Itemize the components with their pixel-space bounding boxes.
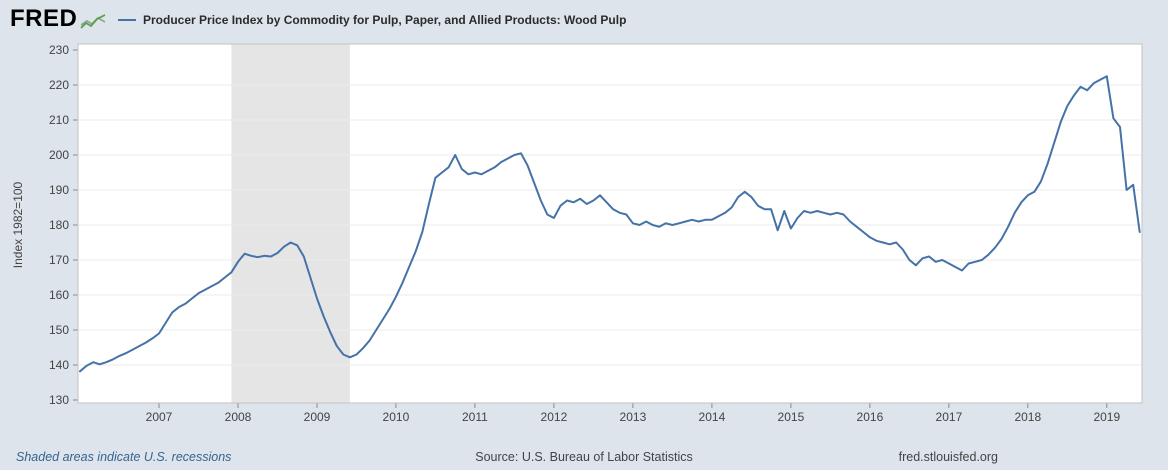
- y-tick-label: 180: [49, 218, 69, 232]
- recession-band: [231, 44, 350, 403]
- x-tick-label: 2011: [462, 410, 488, 424]
- recession-note: Shaded areas indicate U.S. recessions: [16, 450, 232, 464]
- x-tick-label: 2010: [383, 410, 410, 424]
- x-tick-label: 2017: [936, 410, 963, 424]
- x-tick-label: 2008: [225, 410, 252, 424]
- x-tick-label: 2018: [1014, 410, 1041, 424]
- y-tick-label: 200: [49, 148, 69, 162]
- y-tick-label: 130: [49, 393, 69, 407]
- y-tick-label: 210: [49, 113, 69, 127]
- chart-canvas: 130 140 150 160 170 180 190 200 210 220 230 2007 200…: [11, 43, 1143, 424]
- y-axis-title: Index 1982=100: [11, 181, 25, 268]
- x-tick-label: 2012: [541, 410, 568, 424]
- chart-header: FRED Producer Price Index by Commodity f…: [0, 0, 1168, 40]
- x-tick-label: 2019: [1093, 410, 1120, 424]
- y-tick-label: 140: [49, 358, 69, 372]
- x-tick-label: 2015: [778, 410, 805, 424]
- series-legend: Producer Price Index by Commodity for Pu…: [118, 13, 626, 27]
- fred-logo: FRED: [10, 5, 106, 33]
- y-tick-label: 150: [49, 323, 69, 337]
- y-tick-label: 170: [49, 253, 69, 267]
- x-tick-label: 2007: [146, 410, 173, 424]
- x-tick-label: 2009: [304, 410, 331, 424]
- fred-logo-text: FRED: [10, 5, 78, 32]
- x-tick-label: 2014: [699, 410, 726, 424]
- y-tick-label: 160: [49, 288, 69, 302]
- y-tick-label: 190: [49, 183, 69, 197]
- y-tick-label: 220: [49, 78, 69, 92]
- x-tick-label: 2016: [857, 410, 884, 424]
- legend-line-swatch: [118, 19, 136, 21]
- sparkline-icon: [80, 13, 106, 29]
- plot-frame: [77, 43, 1143, 404]
- x-tick-label: 2013: [620, 410, 647, 424]
- source-note: Source: U.S. Bureau of Labor Statistics: [475, 450, 693, 464]
- chart-footer: Shaded areas indicate U.S. recessions So…: [0, 450, 1168, 468]
- site-note: fred.stlouisfed.org: [898, 450, 998, 464]
- data-line: [79, 75, 1141, 373]
- y-tick-label: 230: [49, 43, 69, 57]
- series-title: Producer Price Index by Commodity for Pu…: [143, 13, 627, 27]
